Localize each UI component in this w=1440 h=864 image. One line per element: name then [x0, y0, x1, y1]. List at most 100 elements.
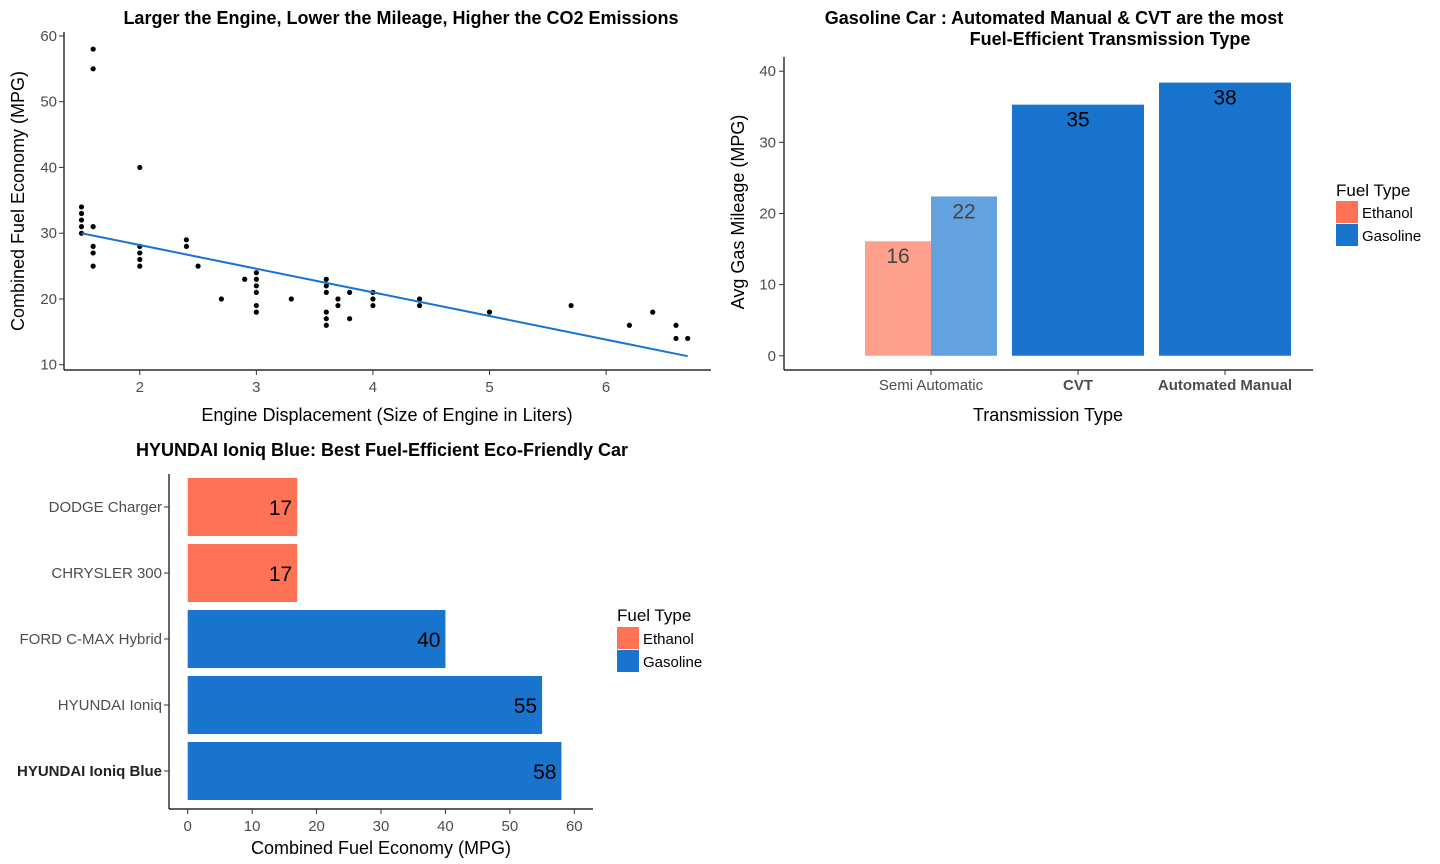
transmission-bar-label: 16 [886, 245, 909, 268]
legend-label-ethanol: Ethanol [643, 631, 694, 648]
legend-swatch-gasoline [1336, 224, 1358, 246]
transmission-bar [931, 196, 997, 356]
data-point [90, 224, 96, 230]
data-point [195, 263, 201, 269]
data-point [416, 302, 423, 309]
trend-line [81, 232, 688, 358]
x-tick-label: 20 [308, 818, 325, 835]
y-tick-label: 10 [759, 277, 776, 294]
data-point [242, 276, 248, 282]
legend-swatch-ethanol [617, 627, 639, 649]
x-tick-label: 60 [566, 818, 583, 835]
x-tick-label: 10 [244, 818, 261, 835]
x-tick-label: 5 [485, 379, 493, 396]
car-bar [187, 478, 298, 536]
y-tick-label: 60 [40, 28, 57, 45]
transmission-bar [1159, 82, 1291, 356]
y-tick-label: 40 [759, 63, 776, 80]
transmission-y-axis-title: Avg Gas Mileage (MPG) [728, 115, 748, 310]
data-point [183, 243, 190, 249]
data-point [90, 243, 96, 249]
data-point [650, 309, 656, 315]
car-bars: 17 17 40 55 58 [187, 478, 562, 800]
x-tick-label: 2 [136, 379, 144, 396]
data-point [673, 322, 679, 328]
legend-swatch-ethanol [1336, 201, 1358, 223]
transmission-bar-label: 22 [952, 200, 975, 223]
data-point [253, 270, 259, 276]
car-bar [187, 544, 298, 602]
data-point [323, 309, 329, 315]
transmission-legend: Fuel Type Ethanol Gasoline [1336, 181, 1421, 246]
x-tick-label: 50 [502, 818, 519, 835]
y-tick-label: 20 [40, 291, 57, 308]
data-point [183, 237, 190, 243]
data-point [137, 164, 143, 171]
cars-legend: Fuel Type Ethanol Gasoline [617, 606, 702, 672]
scatter-x-axis-title: Engine Displacement (Size of Engine in L… [201, 405, 572, 425]
x-tick-label: 4 [369, 379, 377, 396]
data-point [416, 296, 423, 302]
data-point [335, 296, 341, 302]
data-point [347, 289, 353, 296]
data-point [347, 316, 353, 322]
data-point [253, 302, 259, 309]
data-point [218, 296, 224, 302]
data-point [626, 322, 632, 328]
x-tick-label: 3 [252, 379, 260, 396]
y-tick-label: FORD C-MAX Hybrid [19, 631, 162, 648]
cars-title: HYUNDAI Ioniq Blue: Best Fuel-Efficient … [136, 440, 628, 460]
y-tick-label: 50 [40, 94, 57, 111]
y-tick-label: 30 [759, 134, 776, 151]
data-point [568, 302, 574, 309]
transmission-bars: 16 22 35 38 [865, 82, 1291, 356]
car-bar-label: 17 [269, 563, 292, 586]
scatter-title: Larger the Engine, Lower the Mileage, Hi… [123, 8, 678, 28]
data-point [323, 322, 329, 328]
car-bar [187, 742, 562, 800]
data-point [486, 309, 493, 315]
x-tick-label: Semi Automatic [879, 377, 984, 394]
data-point [90, 66, 96, 72]
transmission-x-axis-title: Transmission Type [973, 405, 1123, 425]
car-bar [187, 676, 543, 734]
data-point [78, 224, 85, 230]
transmission-panel: Gasoline Car : Automated Manual & CVT ar… [728, 8, 1421, 425]
data-point [90, 46, 96, 52]
cars-x-axis-title: Combined Fuel Economy (MPG) [251, 838, 511, 858]
legend-swatch-gasoline [617, 650, 639, 672]
transmission-title-line-2: Fuel-Efficient Transmission Type [970, 29, 1251, 49]
y-tick-label: 20 [759, 206, 776, 223]
data-point [78, 204, 85, 210]
y-tick-label: 30 [40, 225, 57, 242]
data-point [288, 296, 294, 302]
legend-label-gasoline: Gasoline [643, 654, 702, 671]
x-tick-label: CVT [1063, 377, 1093, 394]
x-tick-label: 40 [437, 818, 454, 835]
legend-label-ethanol: Ethanol [1362, 205, 1413, 222]
car-bar-label: 58 [533, 761, 556, 784]
scatter-y-axis-title: Combined Fuel Economy (MPG) [8, 71, 28, 331]
data-point [323, 316, 329, 322]
data-point [253, 283, 259, 289]
y-tick-label: 0 [768, 348, 776, 365]
data-point [673, 335, 679, 342]
data-point [253, 309, 259, 315]
data-point [323, 289, 329, 296]
transmission-bar-label: 35 [1066, 109, 1089, 132]
y-tick-label: 10 [40, 357, 57, 374]
x-tick-label: 6 [602, 379, 610, 396]
y-tick-label: HYUNDAI Ioniq [58, 697, 162, 714]
y-tick-label: CHRYSLER 300 [51, 565, 162, 582]
data-point [685, 335, 691, 342]
data-point [78, 210, 85, 217]
data-point [137, 250, 143, 256]
scatter-points [78, 46, 691, 342]
x-tick-label: 0 [184, 818, 192, 835]
data-point [370, 302, 376, 309]
scatter-panel: Larger the Engine, Lower the Mileage, Hi… [8, 8, 711, 425]
data-point [323, 276, 329, 282]
car-bar [187, 610, 446, 668]
transmission-bar [1012, 104, 1144, 356]
